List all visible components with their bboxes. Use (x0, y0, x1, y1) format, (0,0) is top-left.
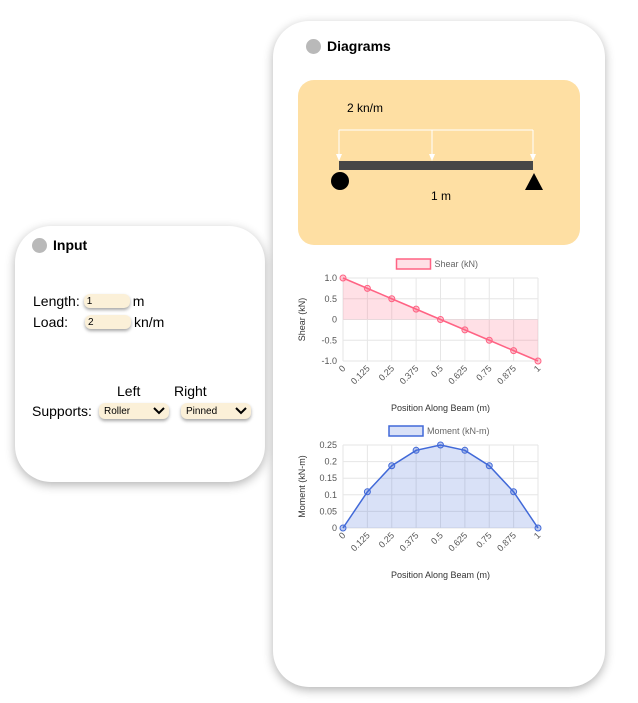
x-tick-label: 0.125 (349, 530, 372, 553)
x-axis-title: Position Along Beam (m) (391, 403, 490, 413)
data-point (363, 284, 371, 292)
data-point (339, 274, 347, 282)
x-tick-label: 0.875 (495, 363, 518, 386)
right-support-select[interactable]: Pinned (181, 403, 251, 419)
length-label: Length: (33, 293, 80, 309)
length-input[interactable] (83, 294, 130, 308)
data-point (461, 446, 469, 454)
legend-label: Shear (kN) (435, 259, 479, 269)
diagrams-indicator-icon (306, 38, 321, 54)
input-card: Input Length: m Load: kn/m Left Right Su… (15, 226, 265, 482)
data-point (437, 316, 444, 323)
x-tick-label: 0.5 (429, 363, 445, 379)
diagrams-title: Diagrams (327, 38, 391, 54)
pinned-support-icon (525, 173, 543, 190)
data-point (534, 357, 542, 365)
load-label: Load: (33, 314, 69, 330)
beam (339, 161, 533, 170)
load-row: Load: kn/m (33, 314, 164, 330)
left-support-header: Left (117, 383, 141, 399)
y-tick-label: 0.5 (324, 294, 337, 304)
y-tick-label: -0.5 (321, 335, 337, 345)
data-point (534, 524, 542, 532)
length-unit: m (132, 293, 145, 309)
x-tick-label: 0 (337, 363, 348, 374)
x-tick-label: 0.125 (349, 363, 372, 386)
y-tick-label: 0.1 (324, 490, 337, 500)
data-point (412, 305, 420, 313)
length-row: Length: m (33, 293, 144, 309)
x-tick-label: 0 (337, 530, 348, 541)
y-tick-label: 1.0 (324, 273, 337, 283)
load-magnitude-label: 2 kn/m (347, 101, 383, 115)
data-point (510, 488, 518, 496)
load-arrow (429, 130, 435, 161)
x-tick-label: 0.375 (398, 363, 421, 386)
load-arrow (530, 130, 536, 161)
load-unit: kn/m (134, 314, 165, 330)
data-point (485, 336, 493, 344)
supports-label: Supports: (32, 403, 92, 419)
legend-swatch (395, 258, 432, 270)
x-tick-label: 0.25 (377, 530, 396, 549)
beam-diagram: 2 kn/m 1 m (331, 101, 543, 203)
y-tick-label: 0.15 (319, 473, 337, 483)
x-tick-label: 0.875 (495, 530, 518, 553)
left-support-select[interactable]: Roller (99, 403, 169, 419)
diagrams-card: Diagrams 2 kn/m 1 m 1.0 0.5 0 -0.5 -1.0 0 0.12… (273, 21, 605, 687)
x-tick-label: 0.75 (474, 530, 493, 549)
y-tick-label: 0 (332, 315, 337, 325)
legend-label: Moment (kN-m) (427, 426, 490, 436)
y-axis-title: Moment (kN-m) (297, 455, 307, 518)
load-input[interactable] (85, 315, 131, 329)
y-axis-title: Shear (kN) (297, 298, 307, 342)
data-point (461, 326, 469, 334)
chevron-down-icon (153, 407, 165, 415)
y-tick-label: 0.05 (319, 506, 337, 516)
load-arrow (336, 130, 342, 161)
data-point (339, 524, 347, 532)
x-tick-label: 1 (532, 530, 543, 541)
data-point (485, 462, 493, 470)
x-tick-label: 0.75 (474, 363, 493, 382)
input-indicator-icon (32, 237, 47, 253)
span-length-label: 1 m (431, 189, 451, 203)
series-line (342, 444, 539, 529)
left-support-value: Roller (104, 405, 131, 417)
diagrams-header: Diagrams (306, 38, 391, 54)
y-tick-label: 0 (332, 523, 337, 533)
y-tick-label: 0.2 (324, 457, 337, 467)
beam-diagram-panel: 2 kn/m 1 m (298, 80, 580, 245)
y-tick-label: 0.25 (319, 440, 337, 450)
x-tick-label: 0.375 (398, 530, 421, 553)
input-header: Input (32, 237, 87, 253)
x-tick-label: 0.625 (446, 530, 469, 553)
input-title: Input (53, 237, 88, 253)
right-support-value: Pinned (186, 405, 218, 417)
x-axis-title: Position Along Beam (m) (391, 570, 490, 580)
data-point (388, 295, 396, 303)
x-tick-label: 0.625 (446, 363, 469, 386)
series-line (342, 277, 539, 362)
x-tick-label: 1 (532, 363, 543, 374)
shear-chart: 1.00.50-0.5-1.00 0.125 0.25 0.375 0.5 0.625 0.… (297, 258, 543, 413)
data-point (412, 446, 420, 454)
data-point (437, 441, 444, 449)
x-tick-label: 0.25 (377, 363, 396, 382)
roller-support-icon (331, 172, 349, 190)
legend-swatch (388, 425, 424, 437)
data-point (388, 462, 396, 470)
data-point (363, 488, 371, 496)
chevron-down-icon (235, 407, 247, 415)
data-point (510, 347, 518, 355)
right-support-header: Right (174, 383, 207, 399)
x-tick-label: 0.5 (429, 530, 445, 546)
y-tick-label: -1.0 (321, 356, 337, 366)
